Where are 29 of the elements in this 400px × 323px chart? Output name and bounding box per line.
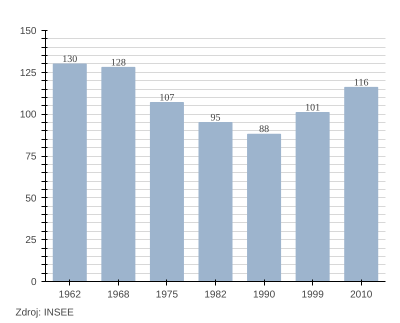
x-tick-label: 1962 xyxy=(58,290,82,300)
y-tick-label: 0 xyxy=(30,277,37,288)
x-tick-label: 1990 xyxy=(252,290,276,300)
data-label: 116 xyxy=(354,77,369,88)
y-tick-label: 50 xyxy=(25,193,37,204)
y-tick-label: 25 xyxy=(25,235,37,246)
x-tick-label: 1968 xyxy=(107,290,130,300)
bar xyxy=(296,112,330,282)
bar xyxy=(198,122,233,282)
y-tick-label: 75 xyxy=(25,152,37,162)
bar xyxy=(101,66,136,282)
data-label: 88 xyxy=(259,124,270,136)
data-label: 101 xyxy=(305,102,320,114)
x-tick-label: 2010 xyxy=(350,290,373,300)
data-label: 107 xyxy=(159,92,174,104)
x-tick-label: 1999 xyxy=(302,290,324,300)
bar xyxy=(150,102,184,282)
bar xyxy=(247,134,282,282)
data-label: 130 xyxy=(62,54,78,65)
y-tick-label: 100 xyxy=(20,110,37,121)
text: Zdroj: INSEE xyxy=(16,308,74,318)
y-tick-label: 125 xyxy=(20,68,37,79)
x-tick-label: 1975 xyxy=(156,290,178,300)
data-label: 128 xyxy=(110,57,126,68)
data-label: 95 xyxy=(210,112,220,124)
bar xyxy=(344,86,378,282)
x-tick-label: 1982 xyxy=(204,290,228,300)
bar xyxy=(52,63,87,282)
y-tick-label: 150 xyxy=(20,26,37,37)
